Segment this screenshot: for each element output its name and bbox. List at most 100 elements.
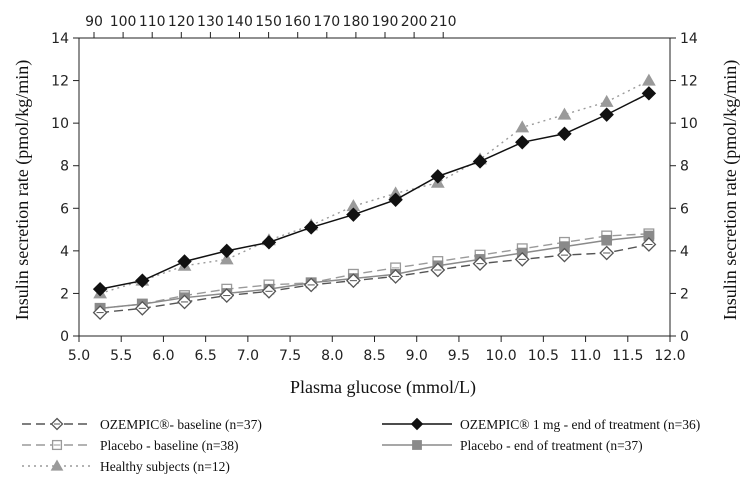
y-axis-right: 0 2 4 6 8 10 12 14	[670, 31, 698, 345]
legend-label: OZEMPIC®- baseline (n=37)	[100, 417, 262, 432]
x-axis-bottom: 5.0 5.5 6.0 6.5 7.0 7.5 8.0 8.5 9.0 9.5 10.0 10.5 11…	[68, 336, 686, 364]
legend-swatch-marker	[51, 439, 63, 451]
series-line	[99, 92, 650, 290]
y-axis-left: 0 2 4 6 8 10 12 14	[51, 31, 79, 345]
top-tick-label: 190	[372, 14, 399, 30]
data-point	[261, 283, 277, 299]
legend-swatch-marker	[410, 417, 424, 431]
y-tick-label-right: 8	[680, 159, 689, 175]
data-point	[177, 294, 192, 310]
top-tick-label: 210	[430, 14, 457, 30]
x-tick-label: 12.0	[654, 348, 685, 364]
series-layer	[92, 73, 657, 321]
y-tick-label-right: 4	[680, 244, 689, 260]
x-tick-label: 7.0	[237, 348, 259, 364]
data-point	[515, 135, 530, 150]
legend-item: Healthy subjects (n=12)	[22, 459, 230, 474]
y-tick-label-right: 10	[680, 116, 698, 132]
data-point	[346, 207, 361, 222]
data-point	[261, 235, 277, 250]
legend-swatch-marker	[50, 417, 64, 431]
series-line	[100, 235, 649, 310]
legend-label: Placebo - baseline (n=38)	[100, 438, 238, 453]
x-axis-title: Plasma glucose (mmol/L)	[290, 377, 476, 398]
top-tick-label: 170	[313, 14, 340, 30]
data-point	[642, 73, 656, 86]
legend-item: Placebo - baseline (n=38)	[22, 438, 238, 453]
legend-swatch-marker	[50, 459, 64, 471]
y-tick-label-left: 8	[60, 159, 69, 175]
top-tick-label: 160	[284, 14, 311, 30]
legend-item: Placebo - end of treatment (n=37)	[382, 438, 643, 453]
data-point	[557, 126, 572, 141]
top-tick-label: 150	[255, 14, 282, 30]
data-point	[345, 273, 361, 289]
top-tick-label: 120	[168, 14, 195, 30]
y-tick-label-left: 4	[60, 244, 69, 260]
y-tick-label-left: 6	[60, 201, 69, 217]
data-point	[388, 192, 403, 207]
data-point	[430, 169, 446, 184]
top-tick-label: 100	[110, 14, 137, 30]
data-point	[430, 262, 446, 278]
x-tick-label: 5.0	[68, 348, 90, 364]
data-point	[92, 305, 108, 321]
y-tick-label-right: 6	[680, 201, 689, 217]
data-point	[599, 245, 615, 261]
x-tick-label: 8.0	[321, 348, 343, 364]
data-point	[515, 120, 530, 133]
y-tick-label-right: 2	[680, 286, 689, 302]
data-point	[303, 220, 319, 235]
data-point	[135, 273, 150, 288]
data-point	[641, 86, 657, 101]
x-tick-label: 8.5	[363, 348, 385, 364]
x-tick-label: 9.5	[448, 348, 470, 364]
data-point	[219, 243, 234, 259]
series-0	[92, 237, 657, 321]
data-point	[134, 300, 150, 316]
top-tick-label: 90	[85, 14, 103, 30]
top-tick-label: 200	[401, 14, 428, 30]
x-tick-label: 10.5	[528, 348, 559, 364]
x-tick-label: 11.0	[570, 348, 601, 364]
x-tick-label: 5.5	[110, 348, 132, 364]
y-tick-label-left: 12	[51, 74, 69, 90]
data-point	[177, 254, 192, 269]
x-tick-label: 6.0	[152, 348, 174, 364]
legend-item: OZEMPIC®- baseline (n=37)	[22, 417, 262, 432]
y-axis-title-right: Insulin secretion rate (pmol/kg/min)	[720, 60, 741, 320]
data-point	[219, 252, 234, 265]
legend: OZEMPIC®- baseline (n=37) OZEMPIC® 1 mg -…	[22, 417, 700, 474]
data-point	[472, 154, 488, 169]
y-tick-label-left: 0	[60, 329, 69, 345]
top-tick-label: 130	[197, 14, 224, 30]
legend-label: Healthy subjects (n=12)	[100, 459, 230, 474]
data-point	[219, 288, 235, 303]
y-tick-label-left: 2	[60, 286, 69, 302]
x-tick-label: 9.0	[406, 348, 428, 364]
data-point	[599, 94, 614, 107]
legend-swatch-marker	[412, 440, 422, 450]
x-tick-label: 10.0	[486, 348, 517, 364]
top-tick-label: 140	[226, 14, 253, 30]
y-tick-label-right: 12	[680, 74, 698, 90]
y-tick-label-left: 10	[51, 116, 69, 132]
x-tick-label: 11.5	[612, 348, 643, 364]
legend-label: OZEMPIC® 1 mg - end of treatment (n=36)	[460, 417, 700, 432]
plot-border	[78, 37, 671, 337]
y-axis-title-left: Insulin secretion rate (pmol/kg/min)	[12, 60, 33, 320]
data-point	[388, 268, 404, 284]
data-point	[641, 237, 657, 252]
data-point	[92, 281, 108, 297]
top-tick-label: 180	[343, 14, 370, 30]
data-point	[472, 256, 488, 272]
data-point	[601, 234, 612, 246]
series-line	[100, 243, 650, 314]
series-line	[100, 233, 649, 310]
y-tick-label-left: 14	[51, 31, 69, 47]
data-point	[514, 251, 530, 267]
x-axis-top: 90 100 110 120 130 140 150 160 170 180 190 200 210	[85, 14, 457, 38]
data-point	[599, 107, 614, 122]
x-tick-label: 7.5	[279, 348, 301, 364]
